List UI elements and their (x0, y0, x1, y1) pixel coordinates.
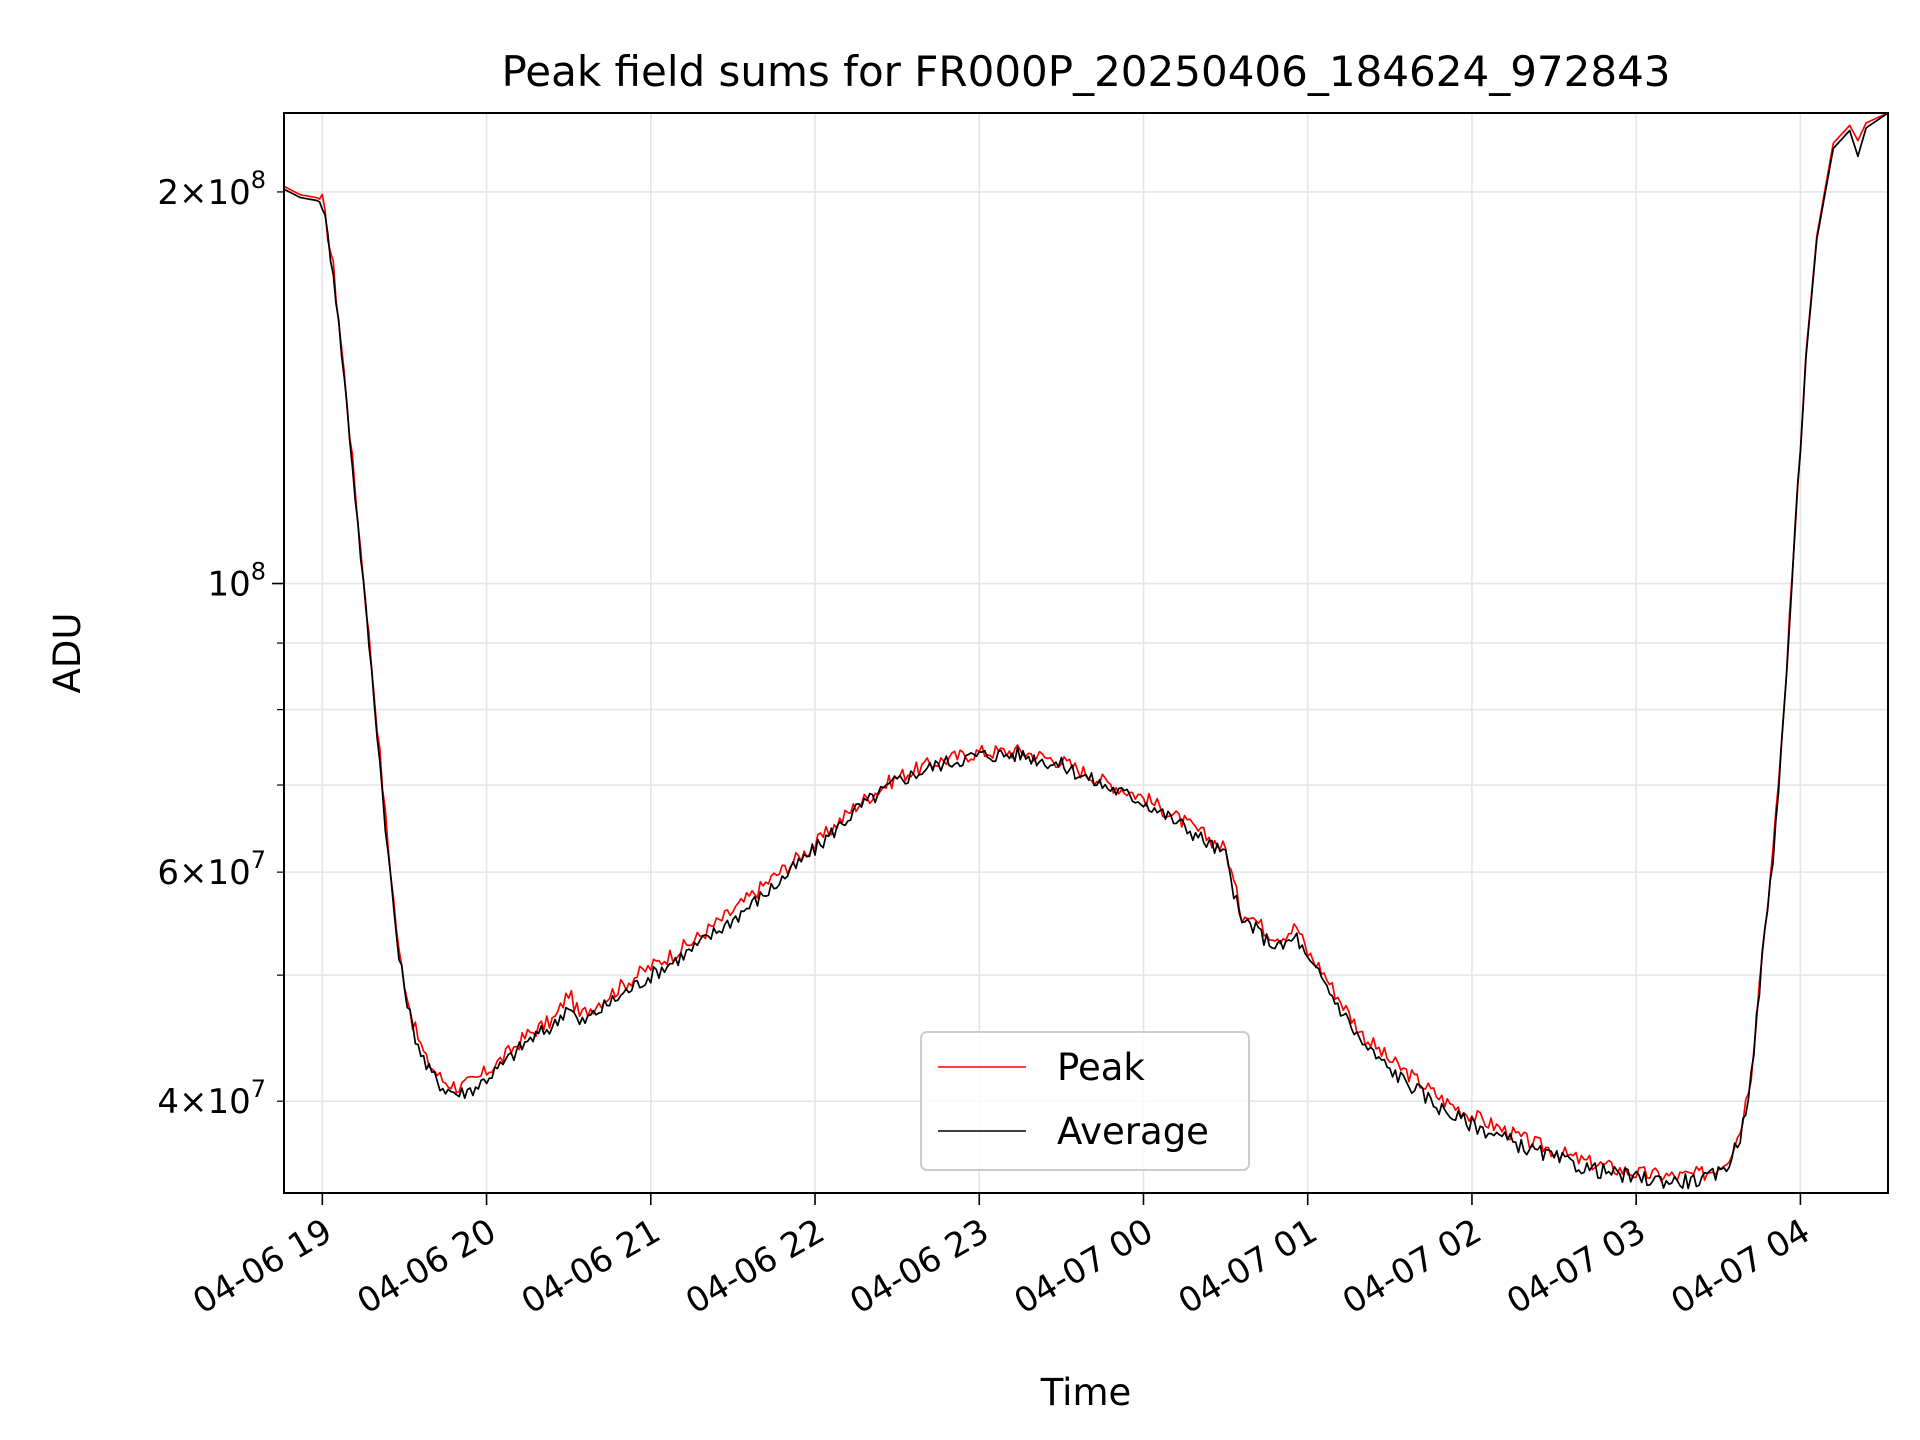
y-axis: 108 4×107 6×107 2×108 (157, 166, 284, 1122)
chart-title: Peak field sums for FR000P_20250406_1846… (501, 47, 1670, 96)
x-axis-label: Time (1040, 1371, 1132, 1414)
y-tick-label: 4×107 (157, 1075, 266, 1122)
series-line-average (284, 113, 1888, 1190)
y-tick-label: 6×107 (157, 846, 266, 893)
grid (284, 113, 1888, 1193)
legend-label-peak: Peak (1057, 1046, 1145, 1089)
plot-frame (283, 112, 1889, 1194)
series-group (284, 113, 1888, 1190)
y-tick-label: 108 (207, 558, 266, 605)
legend: Peak Average (920, 1031, 1250, 1171)
legend-label-average: Average (1057, 1110, 1209, 1153)
y-tick-label: 2×108 (157, 166, 266, 213)
y-axis-label: ADU (46, 613, 89, 694)
